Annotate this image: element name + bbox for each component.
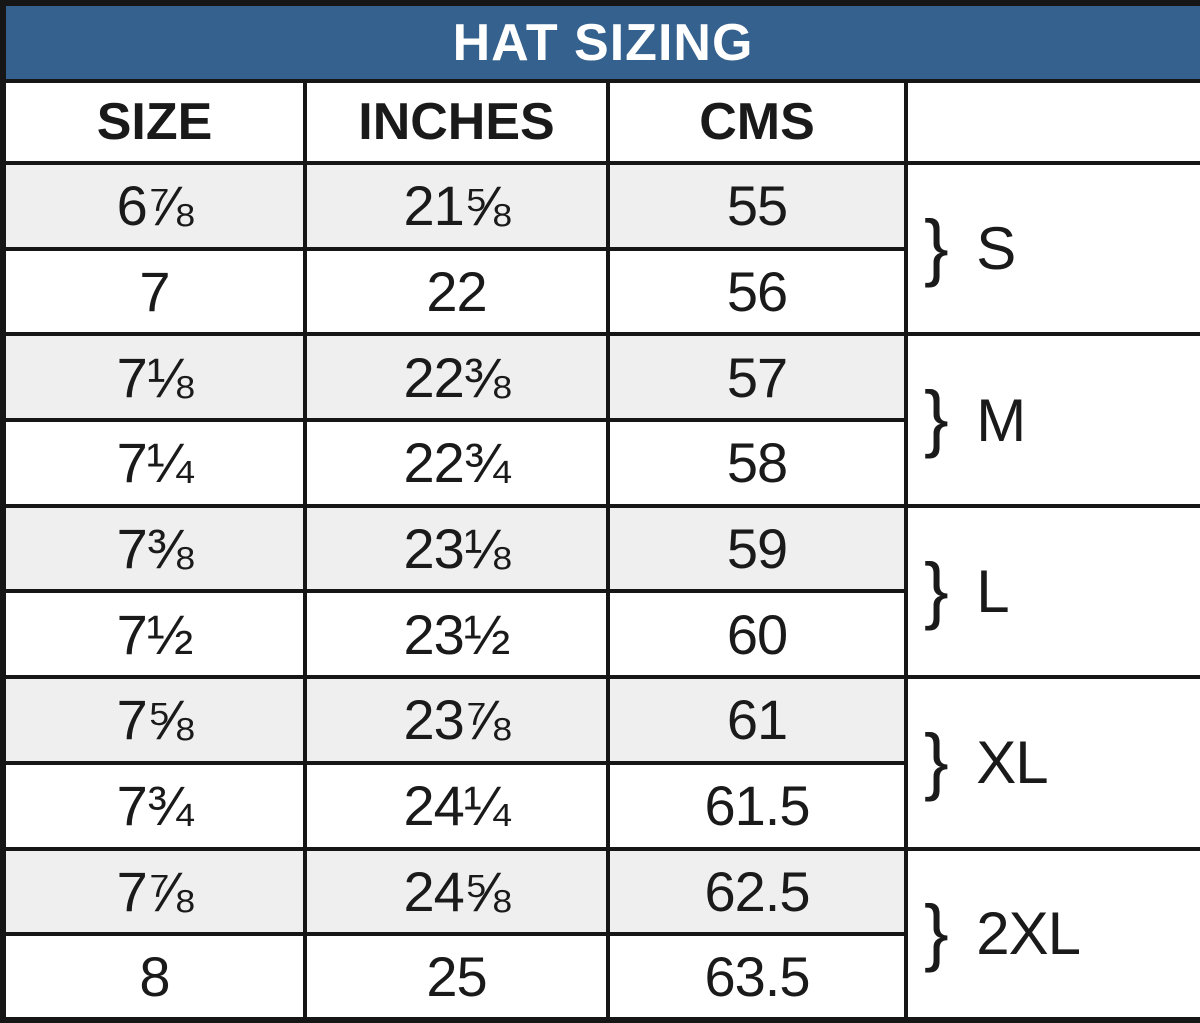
size-group-cell-s: } S (904, 160, 1200, 337)
size-cell: 7⅝ (1, 675, 307, 765)
size-cell: 7 (1, 246, 307, 337)
brace-icon: } (924, 204, 949, 288)
inches-cell: 23⅛ (303, 503, 610, 594)
brace-icon: } (924, 718, 949, 802)
size-group-label: XL (976, 729, 1048, 797)
table-row: 7 22 56 (1, 246, 1200, 337)
size-cell: 7¼ (1, 418, 307, 508)
size-group-label: S (976, 215, 1016, 283)
column-header-cms: CMS (606, 79, 908, 165)
table-row: 7⅛ 22⅜ 57 } M (1, 332, 1200, 508)
size-cell: 7¾ (1, 760, 307, 851)
size-group-cell-m: } M (904, 332, 1200, 508)
size-cell: 8 (1, 932, 307, 1022)
inches-cell: 23½ (303, 589, 610, 680)
cms-cell: 61.5 (606, 760, 908, 851)
cms-cell: 61 (606, 675, 908, 765)
table-row: 7¾ 24¼ 61.5 (1, 760, 1200, 851)
inches-cell: 25 (303, 932, 610, 1022)
size-group-label: 2XL (976, 900, 1081, 968)
inches-cell: 22⅜ (303, 332, 610, 423)
size-group-cell-2xl: } 2XL (904, 846, 1200, 1022)
cms-cell: 58 (606, 418, 908, 508)
inches-cell: 21⅝ (303, 161, 610, 251)
cms-cell: 56 (606, 246, 908, 337)
size-group-cell-xl: } XL (904, 675, 1200, 851)
column-header-inches: INCHES (303, 79, 610, 165)
cms-cell: 60 (606, 589, 908, 680)
inches-cell: 23⅞ (303, 675, 610, 765)
inches-cell: 22¾ (303, 418, 610, 508)
table-row: 7⅞ 24⅝ 62.5 } 2XL (1, 846, 1200, 1022)
inches-cell: 22 (303, 246, 610, 337)
inches-cell: 24¼ (303, 760, 610, 851)
size-cell: 7½ (1, 589, 307, 680)
size-cell: 7⅛ (1, 332, 307, 423)
column-header-row: SIZE INCHES CMS (1, 79, 1200, 165)
table-row: 7¼ 22¾ 58 (1, 418, 1200, 508)
brace-icon: } (924, 376, 949, 460)
column-header-size: SIZE (1, 79, 307, 165)
table-row: 6⅞ 21⅝ 55 } S (1, 160, 1200, 337)
size-cell: 7⅜ (1, 503, 307, 594)
table-row: 7⅝ 23⅞ 61 } XL (1, 675, 1200, 851)
column-header-group (904, 79, 1200, 165)
cms-cell: 57 (606, 332, 908, 423)
page-title: HAT SIZING (1, 1, 1200, 83)
size-cell: 6⅞ (1, 161, 307, 251)
cms-cell: 62.5 (606, 846, 908, 937)
table-row: 7½ 23½ 60 (1, 589, 1200, 680)
size-group-label: M (976, 386, 1026, 454)
cms-cell: 59 (606, 503, 908, 594)
brace-icon: } (924, 889, 949, 973)
title-row: HAT SIZING (1, 1, 1200, 83)
brace-icon: } (924, 547, 949, 631)
size-cell: 7⅞ (1, 846, 307, 937)
inches-cell: 24⅝ (303, 846, 610, 937)
table-row: 8 25 63.5 (1, 932, 1200, 1022)
cms-cell: 63.5 (606, 932, 908, 1022)
cms-cell: 55 (606, 161, 908, 251)
size-group-label: L (976, 558, 1009, 626)
table-row: 7⅜ 23⅛ 59 } L (1, 503, 1200, 680)
size-group-cell-l: } L (904, 503, 1200, 680)
